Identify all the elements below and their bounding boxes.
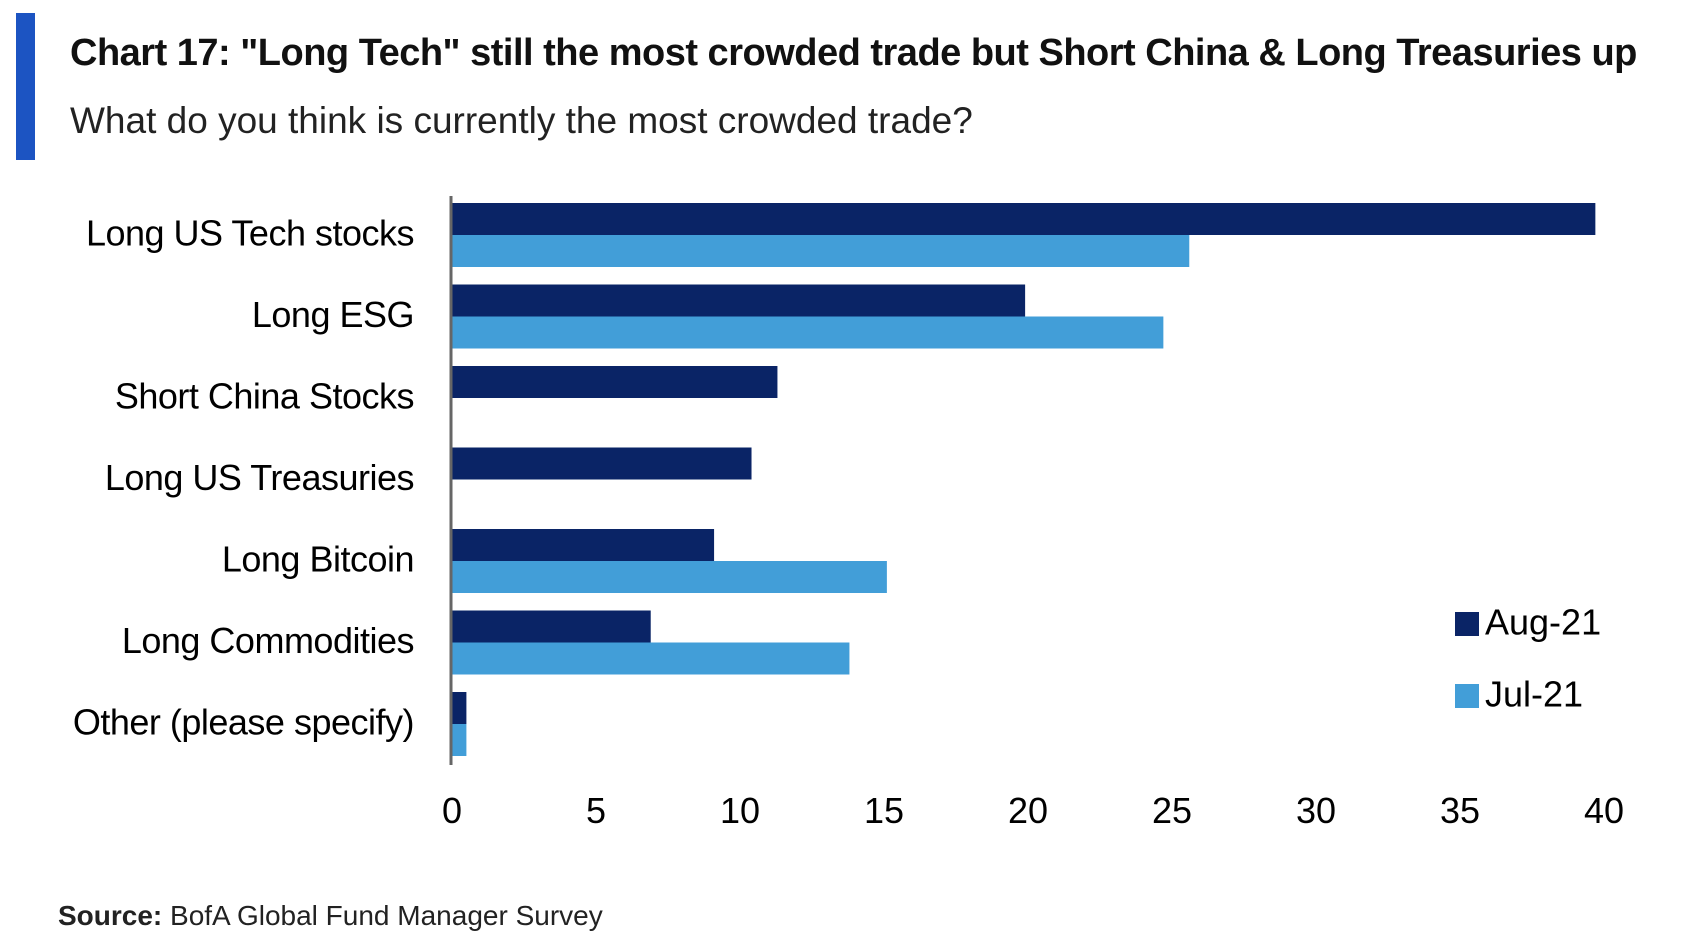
bar-aug-21 xyxy=(452,284,1026,317)
category-label: Other (please specify) xyxy=(73,702,414,743)
bar-aug-21 xyxy=(452,203,1596,235)
x-tick-label: 10 xyxy=(720,790,760,831)
legend-label-aug-21: Aug-21 xyxy=(1485,602,1601,643)
x-tick-label: 40 xyxy=(1584,790,1624,831)
x-tick-label: 0 xyxy=(442,790,462,831)
source-label: Source: xyxy=(58,900,163,931)
legend-label-jul-21: Jul-21 xyxy=(1485,674,1583,715)
category-label: Short China Stocks xyxy=(115,376,414,417)
x-tick-label: 5 xyxy=(586,790,606,831)
category-label: Long Commodities xyxy=(122,620,414,661)
bar-aug-21 xyxy=(452,529,715,561)
category-label: Long ESG xyxy=(252,294,414,335)
bar-jul-21 xyxy=(452,235,1190,267)
bar-aug-21 xyxy=(452,610,651,643)
x-tick-label: 15 xyxy=(864,790,904,831)
bar-jul-21 xyxy=(452,724,467,756)
accent-bar xyxy=(16,13,35,160)
category-label: Long US Treasuries xyxy=(105,457,414,498)
x-tick-label: 35 xyxy=(1440,790,1480,831)
source-note: Source: BofA Global Fund Manager Survey xyxy=(58,900,603,932)
legend-swatch-jul-21 xyxy=(1455,684,1479,708)
source-text: BofA Global Fund Manager Survey xyxy=(170,900,603,931)
bar-jul-21 xyxy=(452,316,1164,349)
category-label: Long Bitcoin xyxy=(222,539,414,580)
category-label: Long US Tech stocks xyxy=(86,213,414,254)
bar-jul-21 xyxy=(452,642,850,675)
bar-aug-21 xyxy=(452,692,467,724)
bar-jul-21 xyxy=(452,561,887,593)
x-tick-label: 20 xyxy=(1008,790,1048,831)
chart-subtitle: What do you think is currently the most … xyxy=(70,100,973,141)
x-tick-label: 30 xyxy=(1296,790,1336,831)
chart-title: Chart 17: "Long Tech" still the most cro… xyxy=(70,32,1637,74)
legend-swatch-aug-21 xyxy=(1455,612,1479,636)
bar-aug-21 xyxy=(452,447,752,480)
x-tick-label: 25 xyxy=(1152,790,1192,831)
bar-aug-21 xyxy=(452,366,778,398)
